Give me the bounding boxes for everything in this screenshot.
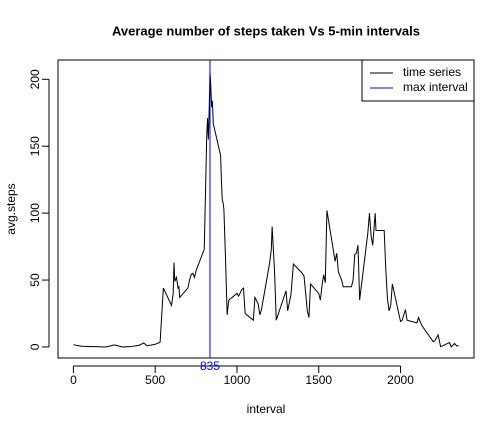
y-tick-label: 0 (28, 343, 42, 350)
x-tick-label: 1500 (305, 373, 332, 387)
x-axis-label: interval (247, 402, 286, 416)
plot-box (57, 59, 475, 359)
legend-box (361, 59, 475, 102)
x-tick-label: 0 (70, 373, 77, 387)
legend-label: time series (403, 65, 461, 79)
y-tick-label: 50 (28, 273, 42, 287)
y-tick-label: 150 (28, 136, 42, 156)
y-tick-label: 200 (28, 69, 42, 89)
data-line (73, 71, 459, 348)
x-tick-label: 2000 (387, 373, 414, 387)
x-tick-label: 500 (145, 373, 165, 387)
y-axis-label: avg.steps (4, 183, 18, 234)
legend-label: max interval (403, 80, 468, 94)
y-tick-label: 100 (28, 203, 42, 223)
x-tick-label: 1000 (224, 373, 251, 387)
vline-label: 835 (200, 359, 220, 373)
chart-title: Average number of steps taken Vs 5-min i… (112, 23, 420, 38)
